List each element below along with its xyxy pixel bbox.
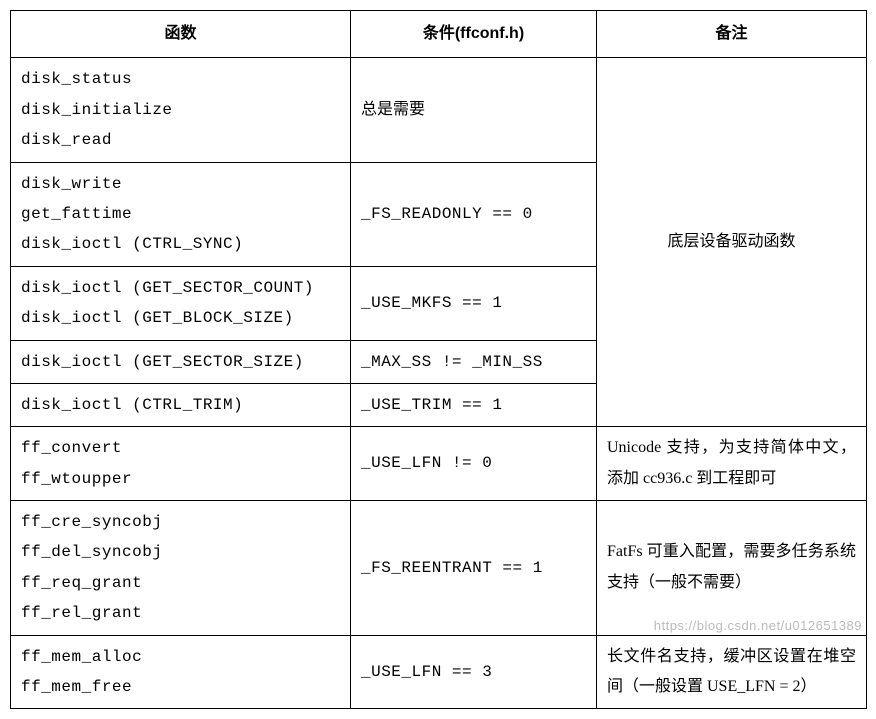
cond-cell: _FS_READONLY == 0	[351, 162, 597, 266]
func-name: ff_convert	[21, 433, 340, 463]
func-name: ff_del_syncobj	[21, 537, 340, 567]
table-row: disk_status disk_initialize disk_read 总是…	[11, 58, 867, 162]
func-name: ff_mem_alloc	[21, 642, 340, 672]
func-cell: ff_mem_alloc ff_mem_free	[11, 635, 351, 709]
remark-cell: FatFs 可重入配置，需要多任务系统支持（一般不需要）	[597, 501, 867, 636]
remark-cell: Unicode 支持，为支持简体中文，添加 cc936.c 到工程即可	[597, 427, 867, 501]
func-cell: disk_write get_fattime disk_ioctl (CTRL_…	[11, 162, 351, 266]
cond-cell: _USE_LFN == 3	[351, 635, 597, 709]
cond-cell: _FS_REENTRANT == 1	[351, 501, 597, 636]
cond-cell: _USE_MKFS == 1	[351, 266, 597, 340]
header-remark: 备注	[597, 11, 867, 58]
func-cell: ff_convert ff_wtoupper	[11, 427, 351, 501]
func-name: disk_ioctl (CTRL_SYNC)	[21, 229, 340, 259]
table-row: ff_cre_syncobj ff_del_syncobj ff_req_gra…	[11, 501, 867, 636]
func-cell: disk_ioctl (GET_SECTOR_COUNT) disk_ioctl…	[11, 266, 351, 340]
func-cell: disk_ioctl (GET_SECTOR_SIZE)	[11, 340, 351, 383]
func-name: disk_read	[21, 125, 340, 155]
cond-cell: _USE_TRIM == 1	[351, 383, 597, 426]
func-name: disk_write	[21, 169, 340, 199]
header-func: 函数	[11, 11, 351, 58]
func-cell: ff_cre_syncobj ff_del_syncobj ff_req_gra…	[11, 501, 351, 636]
watermark-text: https://blog.csdn.net/u012651389	[654, 618, 862, 633]
func-name: disk_status	[21, 64, 340, 94]
func-name: ff_mem_free	[21, 672, 340, 702]
remark-cell-drivers: 底层设备驱动函数	[597, 58, 867, 427]
table-header-row: 函数 条件(ffconf.h) 备注	[11, 11, 867, 58]
header-cond: 条件(ffconf.h)	[351, 11, 597, 58]
func-name: get_fattime	[21, 199, 340, 229]
func-name: ff_cre_syncobj	[21, 507, 340, 537]
cond-cell: 总是需要	[351, 58, 597, 162]
func-cell: disk_status disk_initialize disk_read	[11, 58, 351, 162]
table-row: ff_convert ff_wtoupper _USE_LFN != 0 Uni…	[11, 427, 867, 501]
cond-cell: _USE_LFN != 0	[351, 427, 597, 501]
cond-cell: _MAX_SS != _MIN_SS	[351, 340, 597, 383]
func-name: ff_rel_grant	[21, 598, 340, 628]
func-cell: disk_ioctl (CTRL_TRIM)	[11, 383, 351, 426]
fatfs-function-table: 函数 条件(ffconf.h) 备注 disk_status disk_init…	[10, 10, 867, 709]
remark-cell: 长文件名支持，缓冲区设置在堆空间（一般设置 USE_LFN = 2）	[597, 635, 867, 709]
func-name: ff_req_grant	[21, 568, 340, 598]
func-name: ff_wtoupper	[21, 464, 340, 494]
func-name: disk_ioctl (GET_SECTOR_COUNT)	[21, 273, 340, 303]
func-name: disk_ioctl (GET_BLOCK_SIZE)	[21, 303, 340, 333]
table-row: ff_mem_alloc ff_mem_free _USE_LFN == 3 长…	[11, 635, 867, 709]
func-name: disk_initialize	[21, 95, 340, 125]
